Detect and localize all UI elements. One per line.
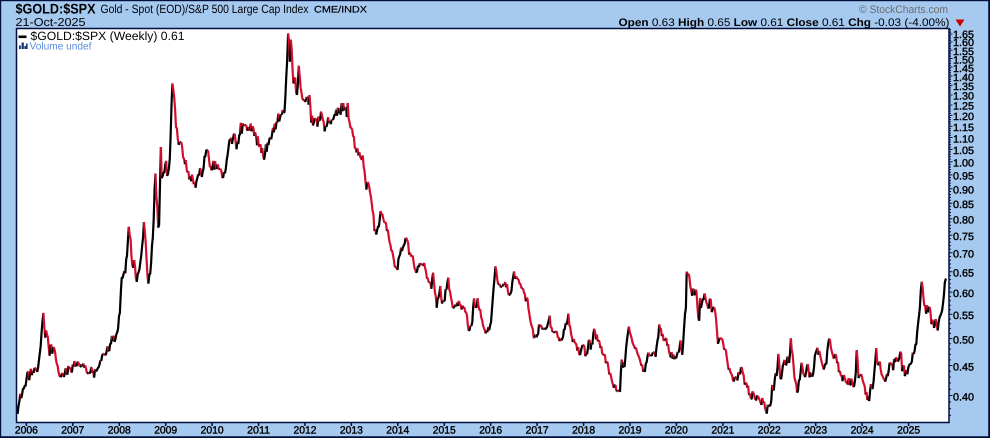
svg-text:0.95: 0.95 (953, 171, 974, 183)
svg-text:2025: 2025 (897, 425, 920, 437)
svg-text:2019: 2019 (619, 425, 642, 437)
svg-text:2020: 2020 (665, 425, 688, 437)
svg-text:1.15: 1.15 (953, 122, 974, 134)
svg-text:$GOLD:$SPX (Weekly) 0.61: $GOLD:$SPX (Weekly) 0.61 (31, 29, 185, 43)
svg-text:1.60: 1.60 (953, 37, 974, 49)
svg-text:2007: 2007 (61, 425, 84, 437)
svg-text:0.85: 0.85 (953, 199, 974, 211)
svg-text:2018: 2018 (572, 425, 595, 437)
svg-text:0.50: 0.50 (953, 334, 974, 346)
svg-text:2014: 2014 (386, 425, 409, 437)
svg-text:2013: 2013 (340, 425, 363, 437)
svg-text:2006: 2006 (15, 425, 38, 437)
svg-text:0.55: 0.55 (953, 310, 974, 322)
svg-text:0.70: 0.70 (953, 249, 974, 261)
svg-text:1.50: 1.50 (953, 54, 974, 66)
svg-text:2008: 2008 (108, 425, 131, 437)
svg-text:1.65: 1.65 (953, 29, 974, 41)
svg-text:0.60: 0.60 (953, 288, 974, 300)
svg-text:0.40: 0.40 (953, 391, 974, 403)
svg-text:21-Oct-2025: 21-Oct-2025 (16, 17, 86, 29)
svg-text:$GOLD:$SPX: $GOLD:$SPX (16, 1, 97, 17)
svg-text:Open 0.63 High 0.65 Low 0.61: Open 0.63 High 0.65 Low 0.61 Close 0.61 … (619, 17, 950, 29)
svg-text:2010: 2010 (201, 425, 224, 437)
svg-text:0.90: 0.90 (953, 185, 974, 197)
svg-text:1.40: 1.40 (953, 72, 974, 84)
svg-text:0.80: 0.80 (953, 215, 974, 227)
svg-text:1.35: 1.35 (953, 81, 974, 93)
svg-text:Volume undef: Volume undef (30, 40, 92, 52)
svg-text:0.75: 0.75 (953, 231, 974, 243)
svg-text:2015: 2015 (433, 425, 456, 437)
svg-text:CME/INDX: CME/INDX (314, 5, 368, 16)
svg-text:1.00: 1.00 (953, 158, 974, 170)
svg-text:2017: 2017 (526, 425, 549, 437)
svg-text:0.45: 0.45 (953, 361, 974, 373)
svg-text:2012: 2012 (294, 425, 317, 437)
svg-text:1.20: 1.20 (953, 111, 974, 123)
svg-text:0.65: 0.65 (953, 268, 974, 280)
svg-text:2016: 2016 (479, 425, 502, 437)
svg-text:2021: 2021 (711, 425, 734, 437)
svg-text:1.05: 1.05 (953, 145, 974, 157)
svg-text:2024: 2024 (851, 425, 874, 437)
svg-text:© StockCharts.com: © StockCharts.com (859, 4, 948, 16)
svg-text:Gold - Spot (EOD)/S&P 500 Larg: Gold - Spot (EOD)/S&P 500 Large Cap Inde… (101, 2, 309, 16)
svg-text:1.10: 1.10 (953, 133, 974, 145)
svg-text:1.55: 1.55 (953, 46, 974, 58)
svg-text:2023: 2023 (804, 425, 827, 437)
svg-text:1.30: 1.30 (953, 91, 974, 103)
svg-text:2011: 2011 (247, 425, 270, 437)
svg-text:2009: 2009 (154, 425, 177, 437)
svg-text:2022: 2022 (758, 425, 781, 437)
svg-text:1.45: 1.45 (953, 63, 974, 75)
svg-text:1.25: 1.25 (953, 101, 974, 113)
